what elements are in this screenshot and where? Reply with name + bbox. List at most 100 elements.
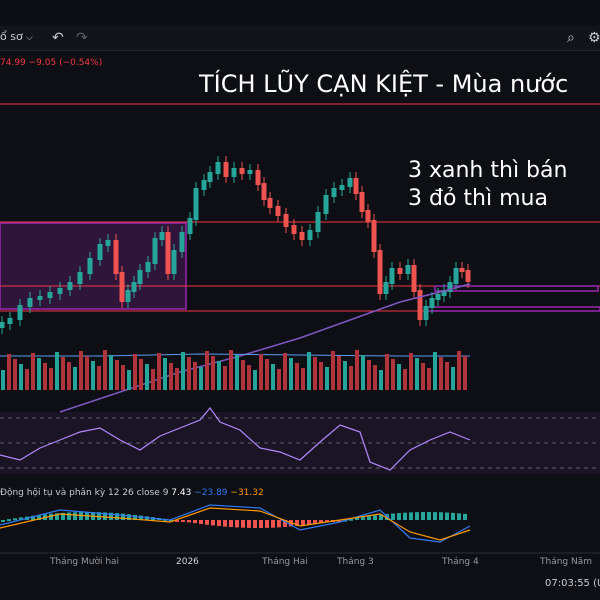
volume-bar [193, 362, 197, 390]
candle-body [0, 322, 5, 328]
volume-bar [391, 359, 395, 390]
candle-body [267, 198, 273, 208]
candle-body [159, 232, 165, 240]
macd-histogram-bar [337, 520, 341, 522]
macd-histogram-bar [115, 513, 119, 520]
macd-histogram-bar [61, 512, 65, 520]
macd-histogram-bar [223, 520, 227, 527]
volume-bar [163, 358, 167, 390]
macd-histogram-bar [325, 520, 329, 523]
volume-bar [109, 355, 113, 390]
candle-body [137, 270, 143, 284]
candle-body [283, 214, 289, 227]
undo-icon[interactable]: ↶ [52, 30, 64, 46]
support-box-upper [434, 285, 599, 292]
candle-body [47, 292, 53, 298]
volume-bar [43, 363, 47, 390]
volume-bar [307, 352, 311, 390]
candle-body [465, 270, 471, 282]
candle-body [365, 210, 371, 222]
candle-body [423, 306, 429, 320]
candle-body [411, 265, 417, 292]
volume-bar [319, 362, 323, 390]
volume-bar [259, 354, 263, 390]
volume-bar [343, 361, 347, 390]
candle-body [371, 220, 377, 252]
volume-bar [19, 364, 23, 390]
macd-histogram-bar [7, 519, 11, 522]
gear-icon[interactable]: ⚙ [588, 30, 600, 46]
macd-histogram-bar [193, 520, 197, 524]
volume-bar [25, 369, 29, 390]
macd-histogram-bar [31, 515, 35, 520]
volume-bar [241, 360, 245, 390]
candle-body [453, 268, 459, 284]
macd-histogram-bar [175, 520, 179, 522]
macd-histogram-bar [427, 512, 431, 520]
volume-bar [361, 355, 365, 390]
macd-histogram-bar [55, 513, 59, 520]
candle-body [201, 180, 207, 190]
volume-bar [349, 366, 353, 390]
macd-histogram-bar [433, 512, 437, 520]
macd-histogram-bar [463, 513, 467, 520]
macd-histogram-bar [1, 520, 5, 522]
macd-histogram-bar [259, 520, 263, 528]
macd-histogram-bar [349, 518, 353, 521]
volume-bar [157, 353, 161, 390]
macd-histogram-bar [187, 520, 191, 523]
candle-body [397, 268, 403, 274]
macd-histogram-bar [73, 512, 77, 520]
volume-bar [187, 357, 191, 390]
volume-bar [97, 366, 101, 390]
volume-bar [313, 357, 317, 390]
volume-bar [217, 361, 221, 390]
volume-bar [103, 350, 107, 390]
time-label-mar: Tháng 3 [337, 557, 374, 567]
volume-bar [247, 365, 251, 390]
macd-histogram-bar [13, 518, 17, 521]
volume-bar [73, 367, 77, 390]
candle-body [299, 232, 305, 240]
candle-body [435, 294, 441, 300]
macd-histogram-bar [301, 520, 305, 526]
candle-body [27, 298, 33, 307]
macd-histogram-bar [103, 512, 107, 520]
volume-bar [415, 358, 419, 390]
search-icon[interactable]: ⌕ [567, 30, 575, 46]
macd-histogram-bar [307, 520, 311, 525]
volume-bar [61, 357, 65, 390]
macd-signal-line [0, 507, 471, 541]
volume-bar [169, 363, 173, 390]
macd-histogram-bar [67, 512, 71, 520]
profile-button[interactable]: ổ sơ [0, 30, 23, 43]
volume-bar [175, 368, 179, 390]
macd-histogram-bar [361, 517, 365, 520]
chart-toolbar: ổ sơ ⌵ ↶ ↷ ⌕ ⚙ [0, 26, 600, 51]
candle-body [119, 272, 125, 302]
chevron-down-icon[interactable]: ⌵ [26, 33, 33, 43]
candle-body [315, 212, 321, 232]
candle-body [97, 244, 103, 260]
redo-icon[interactable]: ↷ [76, 30, 88, 46]
macd-histogram-bar [319, 520, 323, 524]
candle-body [179, 232, 185, 252]
volume-bar [301, 368, 305, 390]
volume-bar [295, 363, 299, 390]
macd-histogram-bar [253, 520, 257, 528]
candle-body [459, 268, 465, 272]
macd-histogram-bar [439, 512, 443, 520]
macd-histogram-bar [181, 520, 185, 522]
macd-histogram-bar [313, 520, 317, 524]
volume-bar [115, 360, 119, 390]
volume-bar [49, 368, 53, 390]
volume-bar [403, 369, 407, 390]
volume-bar [139, 359, 143, 390]
candle-body [323, 195, 329, 214]
macd-histogram-bar [367, 516, 371, 520]
candle-body [405, 265, 411, 274]
volume-bar [145, 364, 149, 390]
volume-bar [91, 361, 95, 390]
macd-histogram-bar [379, 514, 383, 520]
